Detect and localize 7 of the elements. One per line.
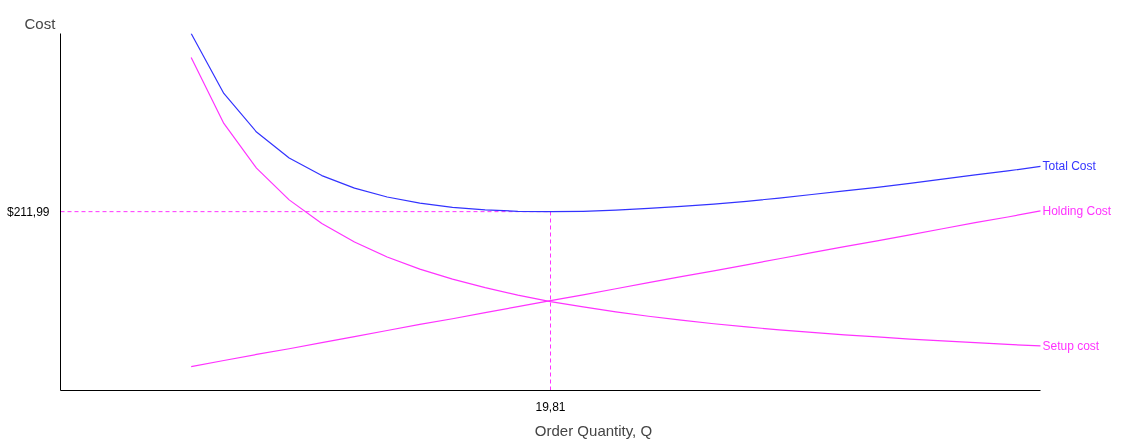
text: 19,81 [535,399,566,414]
series-label: Holding Cost [1042,203,1112,218]
x-axis-title: Order Quantity, Q [534,421,653,439]
series-label: Total Cost [1042,159,1097,174]
y-axis-title: Cost [24,14,57,32]
text: $211,99 [7,204,50,219]
series-label: Setup cost [1042,338,1100,353]
